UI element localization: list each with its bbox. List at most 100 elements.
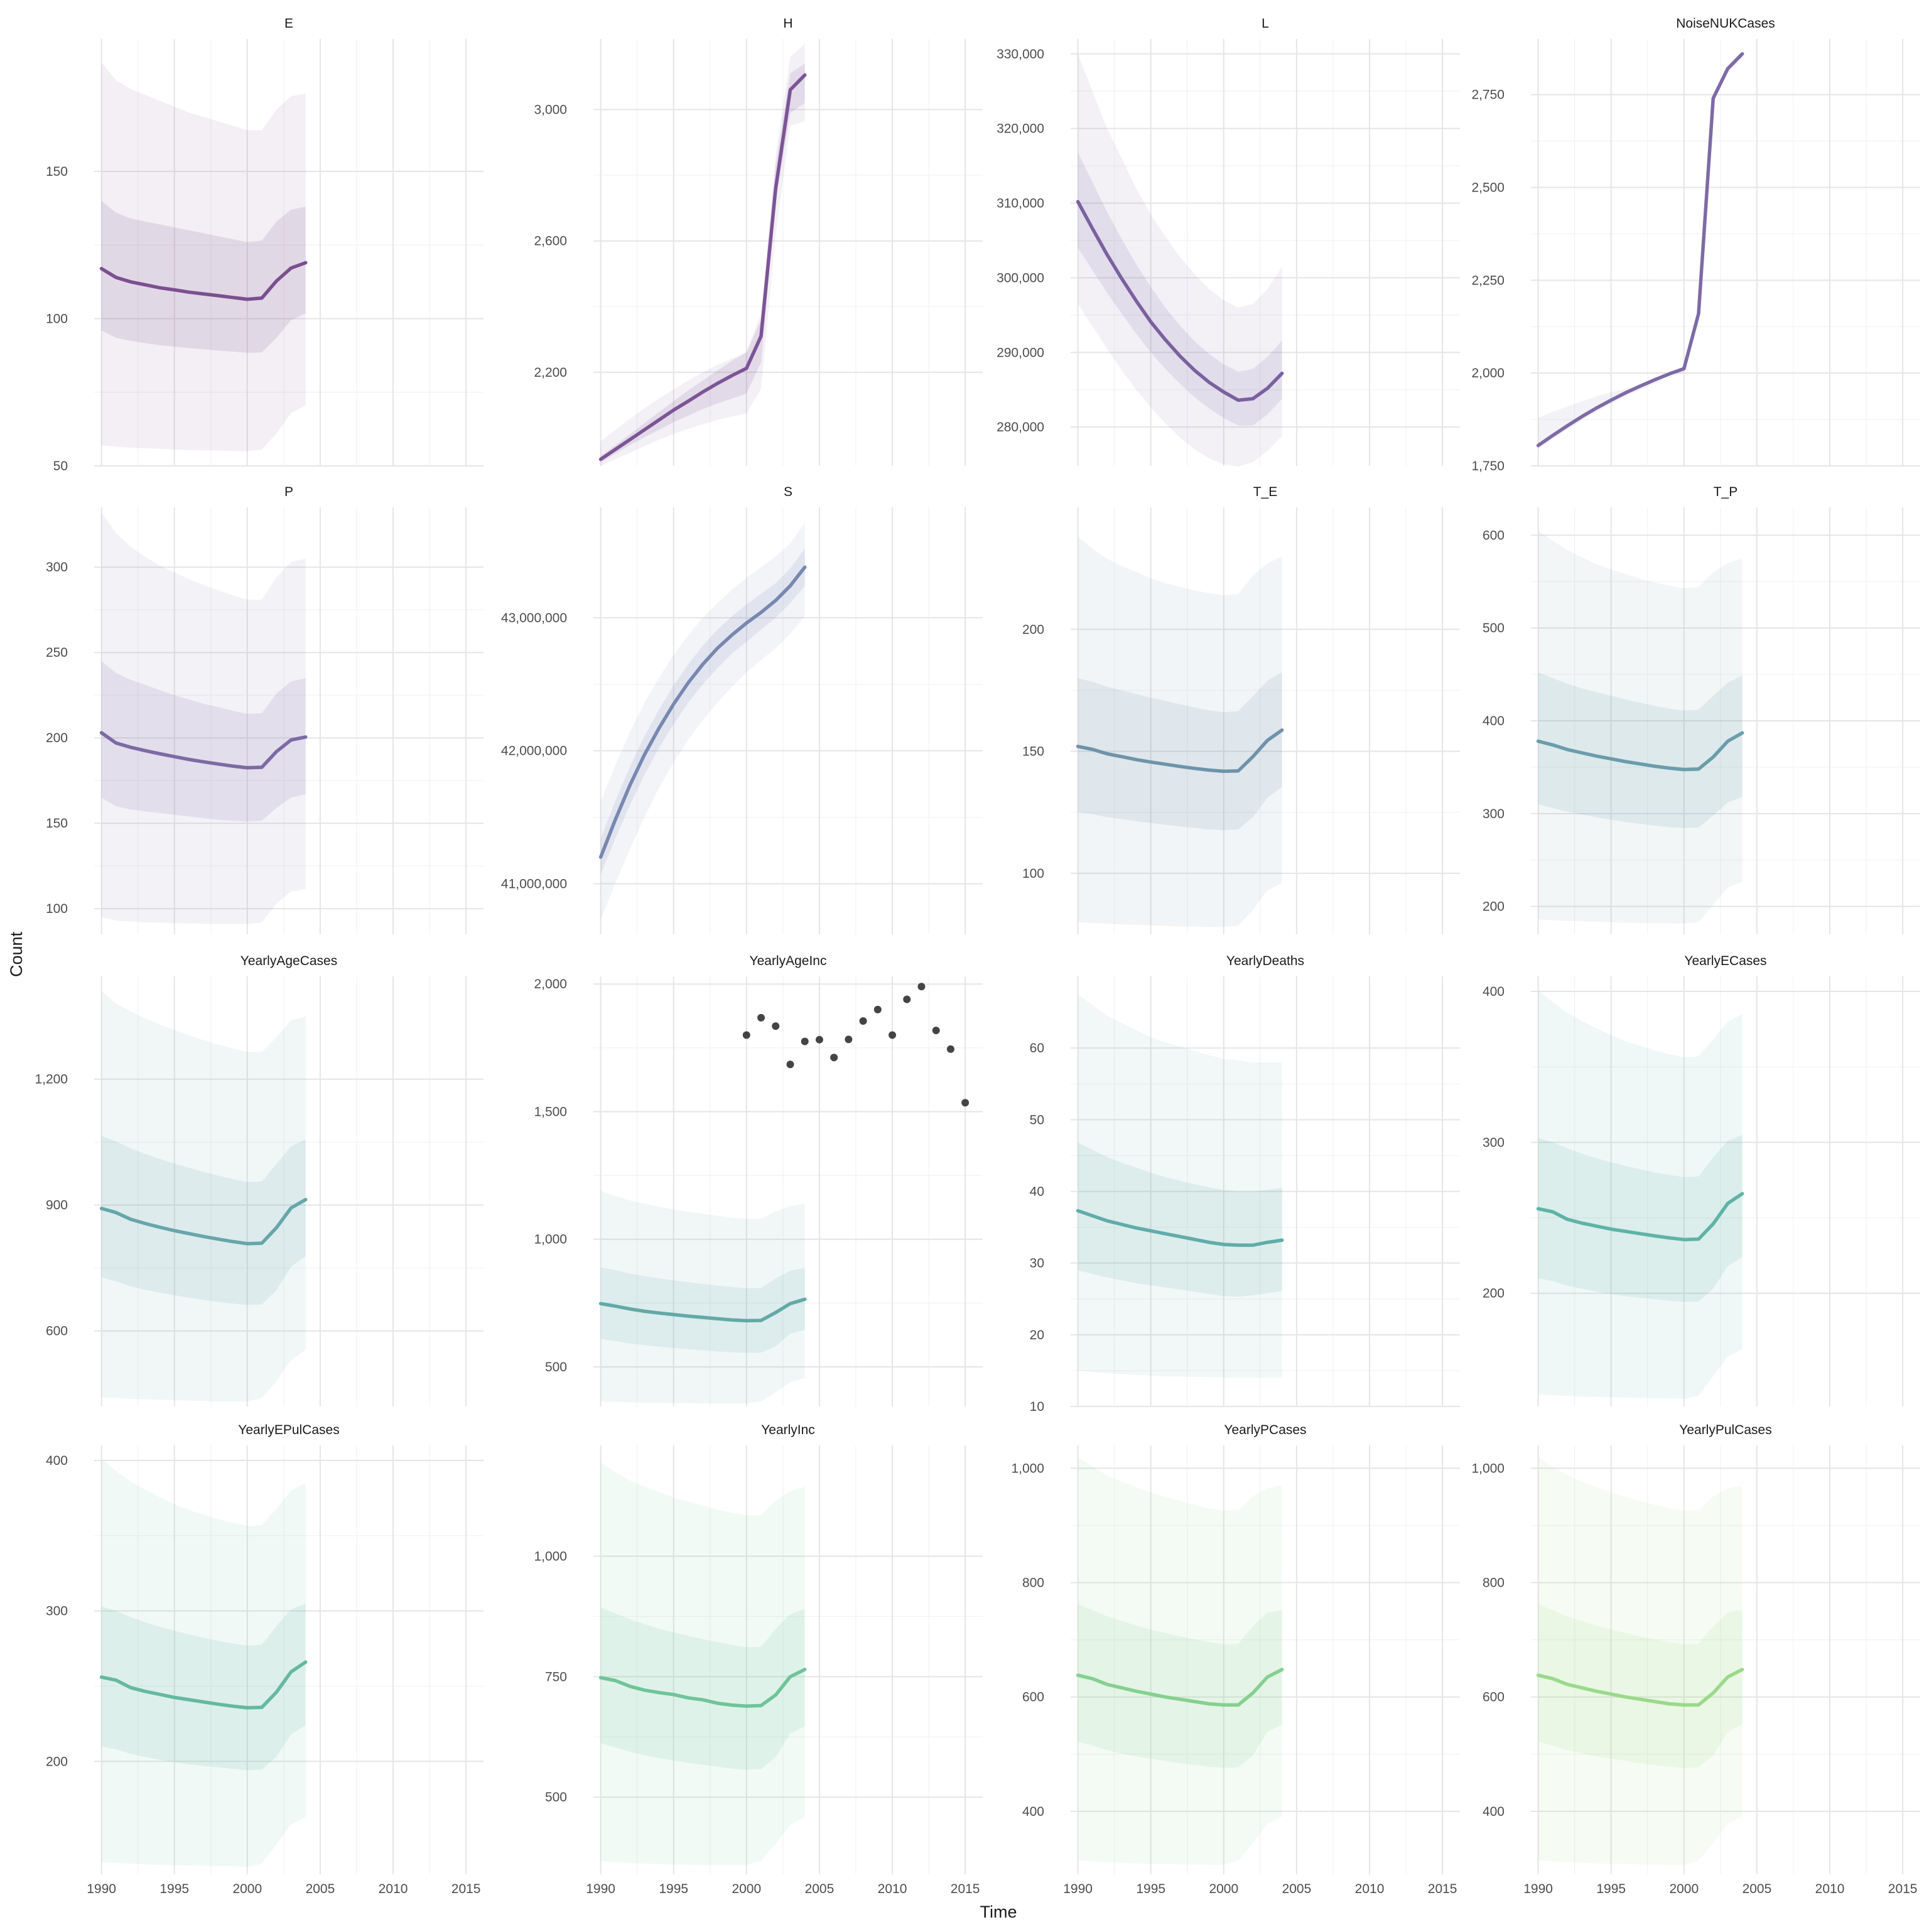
panel-s: 41,000,000 42,000,000 43,000,000 S	[501, 485, 983, 934]
y-tick-label: 2,000	[534, 977, 567, 991]
y-tick-label: 200	[46, 1754, 68, 1769]
x-tick-label: 1990	[87, 1882, 116, 1896]
outer-interval-band	[1078, 536, 1282, 927]
x-tick-label: 1995	[1596, 1882, 1626, 1896]
y-tick-label: 400	[1483, 985, 1505, 999]
y-tick-label: 200	[1483, 900, 1505, 914]
observed-point	[873, 1005, 882, 1013]
panel-yearlypcases: 1990 1995 2000 2005 2010 2015 400 600 800 1,000 Ye…	[1011, 1423, 1460, 1896]
y-tick-label: 600	[1483, 1690, 1505, 1705]
y-tick-label: 500	[545, 1790, 567, 1805]
y-tick-label: 300	[46, 1604, 68, 1619]
y-tick-label: 600	[1483, 528, 1505, 542]
outer-interval-band	[1078, 994, 1282, 1378]
observed-point	[772, 1022, 780, 1030]
x-tick-label: 2010	[878, 1882, 907, 1896]
panel-title: NoiseNUKCases	[1676, 16, 1775, 31]
panel-title: T_E	[1253, 485, 1278, 499]
median-line	[1536, 51, 1744, 448]
panel-yearlyagecases: 600 900 1,200 YearlyAgeCases	[35, 954, 484, 1406]
x-tick-label: 2010	[379, 1882, 408, 1896]
y-tick-label: 900	[46, 1198, 68, 1212]
y-tick-label: 1,000	[1471, 1461, 1505, 1476]
y-tick-label: 290,000	[997, 345, 1044, 360]
x-tick-label: 2010	[1355, 1882, 1385, 1896]
x-tick-label: 1995	[159, 1882, 189, 1896]
y-tick-label: 2,750	[1471, 88, 1505, 102]
inner-interval-band	[101, 661, 306, 822]
panel-title: L	[1262, 16, 1269, 31]
y-tick-label: 50	[1030, 1113, 1044, 1127]
y-tick-label: 1,000	[1011, 1461, 1044, 1476]
x-tick-label: 2000	[1209, 1882, 1238, 1896]
panel-p: 100 150 200 250 300 P	[46, 485, 484, 934]
panel-title: YearlyAgeInc	[750, 954, 827, 968]
y-tick-label: 1,000	[534, 1233, 567, 1247]
y-tick-label: 300	[46, 560, 68, 575]
y-tick-label: 330,000	[997, 47, 1044, 62]
panel-h: 2,200 2,600 3,000 H	[534, 16, 983, 467]
y-tick-label: 400	[1483, 1805, 1505, 1819]
panel-title: YearlyEPulCases	[238, 1423, 339, 1437]
y-tick-label: 250	[46, 645, 68, 660]
outer-interval-band	[101, 1459, 306, 1867]
outer-interval-band	[600, 1190, 805, 1404]
y-tick-label: 750	[545, 1670, 567, 1684]
panel-title: T_P	[1714, 485, 1738, 499]
y-tick-label: 50	[53, 459, 68, 473]
median-line	[598, 565, 807, 859]
observed-point	[845, 1035, 853, 1044]
y-tick-label: 320,000	[997, 122, 1044, 136]
panel-yearlyepulcases: 1990 1995 2000 2005 2010 2015 200 300 400 YearlyE…	[46, 1423, 484, 1896]
y-tick-label: 150	[46, 816, 68, 831]
y-tick-label: 300	[1483, 807, 1505, 821]
outer-interval-band	[101, 62, 306, 451]
y-tick-label: 150	[1022, 745, 1044, 759]
y-tick-label: 40	[1030, 1185, 1044, 1199]
panel-title: E	[284, 16, 293, 31]
panel-title: YearlyPCases	[1224, 1423, 1306, 1437]
observed-point	[889, 1031, 897, 1039]
y-tick-label: 800	[1483, 1576, 1505, 1590]
y-tick-label: 10	[1030, 1400, 1044, 1414]
y-tick-label: 100	[46, 902, 68, 916]
outer-interval-band	[600, 1462, 805, 1865]
y-tick-label: 20	[1030, 1328, 1044, 1342]
inner-interval-band	[600, 1267, 805, 1353]
observed-point	[859, 1017, 867, 1025]
y-tick-label: 100	[1022, 866, 1044, 881]
observed-point	[961, 1099, 970, 1107]
median-line	[99, 731, 308, 770]
x-tick-label: 2015	[1428, 1882, 1457, 1896]
panel-title: YearlyECases	[1684, 954, 1766, 968]
x-tick-label: 1990	[1523, 1882, 1553, 1896]
panel-noisenukcases: 1,750 2,000 2,250 2,500 2,750 NoiseNUKCases	[1471, 16, 1920, 473]
median-line	[598, 73, 807, 461]
panel-title: YearlyInc	[761, 1423, 815, 1437]
y-tick-label: 2,500	[1471, 181, 1505, 195]
x-tick-label: 1995	[659, 1882, 688, 1896]
observed-point	[830, 1054, 838, 1062]
observed-point	[757, 1013, 765, 1022]
panel-title: P	[284, 485, 293, 499]
y-tick-label: 42,000,000	[501, 744, 567, 758]
inner-interval-band	[1538, 672, 1743, 828]
observed-point	[742, 1031, 750, 1039]
inner-interval-band	[1078, 1604, 1282, 1768]
y-tick-label: 60	[1030, 1041, 1044, 1055]
x-tick-label: 2015	[1888, 1882, 1918, 1896]
outer-interval-band	[600, 523, 805, 920]
outer-interval-band	[101, 991, 306, 1401]
x-tick-label: 1995	[1136, 1882, 1165, 1896]
x-tick-label: 2015	[951, 1882, 980, 1896]
panel-t-e: 100 150 200 T_E	[1022, 485, 1460, 934]
observed-point	[917, 983, 926, 991]
panel-e: 50 100 150 E	[46, 16, 484, 473]
y-tick-label: 200	[46, 731, 68, 745]
median-line	[99, 1660, 308, 1710]
y-tick-label: 300,000	[997, 271, 1044, 285]
x-tick-label: 2005	[1743, 1882, 1772, 1896]
inner-interval-band	[1538, 1135, 1743, 1302]
